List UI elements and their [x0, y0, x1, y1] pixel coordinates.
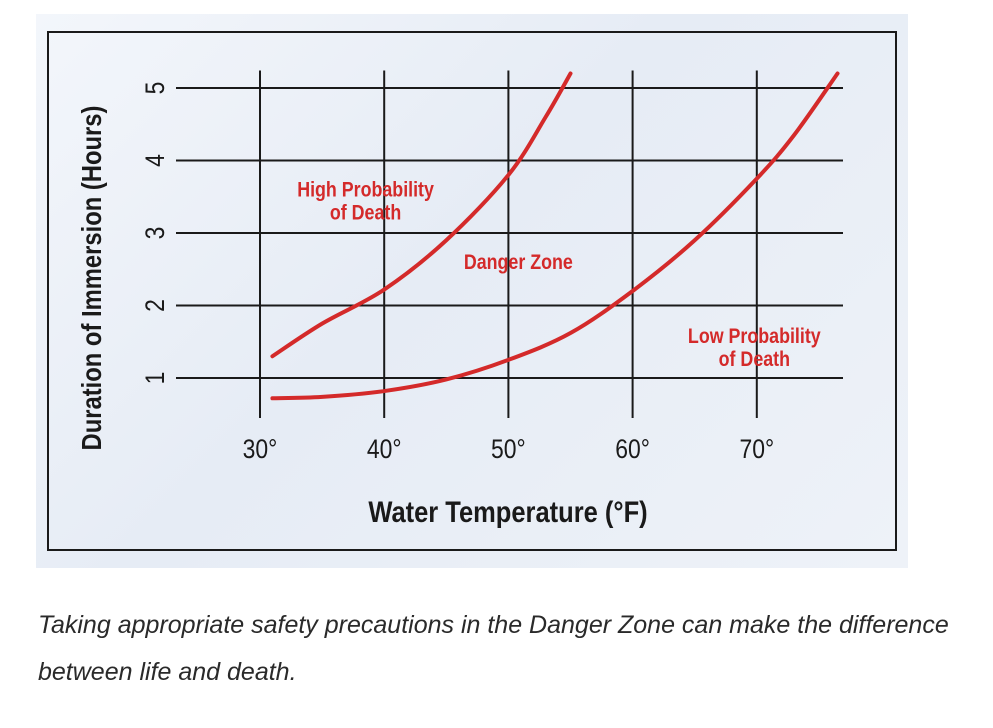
- figure-caption: Taking appropriate safety precautions in…: [38, 611, 949, 686]
- y-tick-label: 1: [140, 372, 170, 385]
- annotation-line: of Death: [719, 348, 790, 372]
- grid-lines: [176, 70, 843, 418]
- x-tick-labels: 30° 40° 50° 60° 70°: [243, 434, 775, 464]
- series-lines: [270, 71, 840, 401]
- series-line-2: [270, 71, 840, 401]
- x-tick-label: 30°: [243, 434, 278, 464]
- annotation-high: High Probability of Death: [297, 178, 434, 225]
- x-tick-label: 40°: [367, 434, 402, 464]
- x-tick-label: 70°: [739, 434, 774, 464]
- y-tick-label: 2: [140, 299, 170, 312]
- annotation-low: Low Probability of Death: [688, 325, 821, 372]
- y-axis-label: Duration of Immersion (Hours): [75, 106, 107, 451]
- y-tick-labels: 1 2 3 4 5: [140, 82, 170, 385]
- annotation-line: of Death: [330, 201, 401, 225]
- series-line-1: [270, 71, 573, 359]
- annotation-line: Low Probability: [688, 325, 821, 349]
- y-tick-label: 5: [140, 82, 170, 95]
- x-tick-label: 60°: [615, 434, 650, 464]
- x-axis-label: Water Temperature (°F): [368, 495, 647, 528]
- y-tick-label: 4: [140, 154, 170, 167]
- plot-frame: [47, 31, 897, 551]
- chart-background: [36, 14, 908, 568]
- annotation-line: High Probability: [297, 178, 434, 202]
- annotation-danger: Danger Zone: [464, 251, 573, 275]
- y-tick-label: 3: [140, 227, 170, 240]
- annotation-line: Danger Zone: [464, 251, 573, 275]
- x-tick-label: 50°: [491, 434, 526, 464]
